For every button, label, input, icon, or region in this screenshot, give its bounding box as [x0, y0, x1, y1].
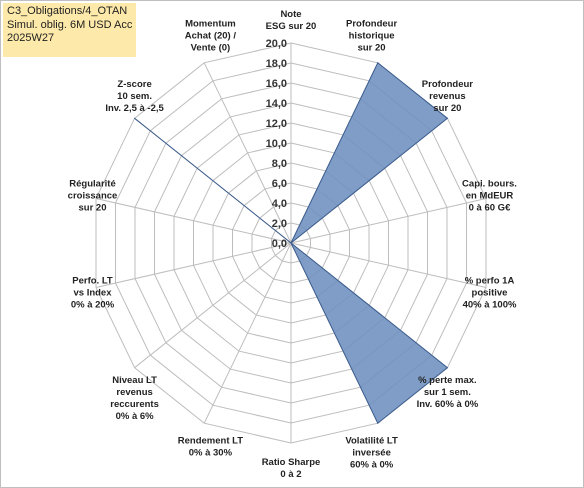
axis-label-8: Ratio Sharpe 0 à 2 — [262, 457, 321, 480]
axis-label-4: Capi. bours. en MdEUR 0 à 60 G€ — [462, 179, 517, 214]
axis-label-10: Niveau LT revenus reccurents 0% à 6% — [110, 375, 159, 422]
axis-label-line: Volatilité LT — [345, 435, 398, 446]
data-point-2 — [377, 62, 379, 64]
axis-label-line: 0% à 6% — [116, 411, 155, 422]
title-line-1: C3_Obligations/4_OTAN — [7, 5, 128, 17]
axis-label-line: croissance — [68, 191, 118, 202]
axis-label-line: 10 sem. — [117, 91, 152, 102]
axis-label-line: Inv. 2,5 à -2,5 — [105, 103, 164, 114]
tick-label: 8,0 — [272, 158, 287, 170]
axis-label-line: Z-score — [117, 79, 151, 90]
axis-spoke-5 — [290, 242, 487, 288]
axis-label-line: sur 20 — [433, 103, 461, 114]
title-line-3: 2025W27 — [7, 32, 55, 44]
axis-spoke-14 — [203, 62, 292, 244]
tick-label: 20,0 — [266, 38, 287, 50]
axis-label-13: Z-score 10 sem. Inv. 2,5 à -2,5 — [105, 79, 164, 114]
axis-label-line: en MdEUR — [466, 191, 514, 202]
axis-label-line: vs Index — [73, 288, 112, 299]
tick-label: 12,0 — [266, 118, 287, 130]
tick-label: 18,0 — [266, 58, 287, 70]
axis-label-line: % perfo 1A — [465, 276, 515, 287]
axis-label-9: Rendement LT 0% à 30% — [178, 435, 243, 458]
data-point-14 — [290, 242, 292, 244]
axis-label-7: Volatilité LT inversée 60% à 0% — [345, 435, 398, 470]
axis-label-11: Perfo. LT vs Index 0% à 20% — [71, 276, 115, 311]
axis-label-line: 40% à 100% — [463, 300, 517, 311]
axis-label-line: Momentum — [185, 19, 236, 30]
axis-label-line: Niveau LT — [112, 375, 157, 386]
axis-label-line: positive — [472, 288, 508, 299]
axis-label-line: ESG sur 20 — [266, 21, 317, 32]
axis-label-6: % perte max. sur 1 sem. Inv. 60% à 0% — [417, 375, 479, 410]
tick-label: 10,0 — [266, 138, 287, 150]
axis-label-line: Rendement LT — [178, 435, 243, 446]
axis-label-line: 0 à 2 — [280, 469, 301, 480]
axis-label-line: Inv. 60% à 0% — [417, 399, 479, 410]
axis-label-line: revenus — [429, 91, 465, 102]
data-point-7 — [377, 422, 379, 424]
axis-label-line: Vente (0) — [191, 43, 231, 54]
axis-spoke-11 — [95, 242, 292, 288]
axis-label-line: 0 à 60 G€ — [469, 203, 511, 214]
axis-label-14: Momentum Achat (20) / Vente (0) — [185, 19, 237, 54]
tick-label: 14,0 — [266, 98, 287, 110]
data-point-6 — [446, 367, 448, 369]
axis-label-1: Note ESG sur 20 — [266, 9, 317, 32]
axis-label-line: Ratio Sharpe — [262, 457, 321, 468]
axis-label-line: historique — [349, 31, 395, 42]
axis-label-line: Perfo. LT — [72, 276, 113, 287]
axis-label-line: sur 1 sem. — [424, 387, 471, 398]
data-point-13 — [134, 117, 136, 119]
axis-label-line: reccurents — [110, 399, 159, 410]
axis-label-line: % perte max. — [418, 375, 477, 386]
chart-title-box: C3_Obligations/4_OTAN Simul. oblig. 6M U… — [3, 3, 136, 57]
axis-label-line: inversée — [352, 447, 391, 458]
tick-label: 4,0 — [272, 198, 287, 210]
axis-label-line: 0% à 30% — [189, 447, 233, 458]
axis-label-line: sur 20 — [79, 203, 107, 214]
axis-label-5: % perfo 1A positive 40% à 100% — [463, 276, 517, 311]
axis-label-line: Capi. bours. — [462, 179, 517, 190]
axis-label-3: Profondeur revenus sur 20 — [422, 79, 473, 114]
axis-label-line: 60% à 0% — [350, 459, 394, 470]
tick-label: 2,0 — [272, 218, 287, 230]
axis-label-line: Achat (20) / — [185, 31, 237, 42]
axis-label-line: Profondeur — [346, 19, 397, 30]
tick-label: 6,0 — [272, 178, 287, 190]
axis-label-2: Profondeur historique sur 20 — [346, 19, 397, 54]
axis-label-line: Régularité — [69, 179, 115, 190]
axis-spoke-10 — [134, 242, 292, 369]
axis-label-line: sur 20 — [358, 43, 386, 54]
title-line-2: Simul. oblig. 6M USD Acc — [7, 18, 133, 31]
axis-label-line: Profondeur — [422, 79, 473, 90]
axis-label-12: Régularité croissance sur 20 — [68, 179, 118, 214]
data-point-3 — [446, 117, 448, 119]
tick-label: 0,0 — [272, 238, 287, 250]
axis-spoke-9 — [203, 242, 292, 424]
tick-label: 16,0 — [266, 78, 287, 90]
axis-spoke-4 — [290, 198, 487, 244]
axis-label-line: Note — [280, 9, 301, 20]
axis-label-line: 0% à 20% — [71, 300, 115, 311]
axis-spoke-12 — [95, 198, 292, 244]
axis-label-line: revenus — [116, 387, 152, 398]
